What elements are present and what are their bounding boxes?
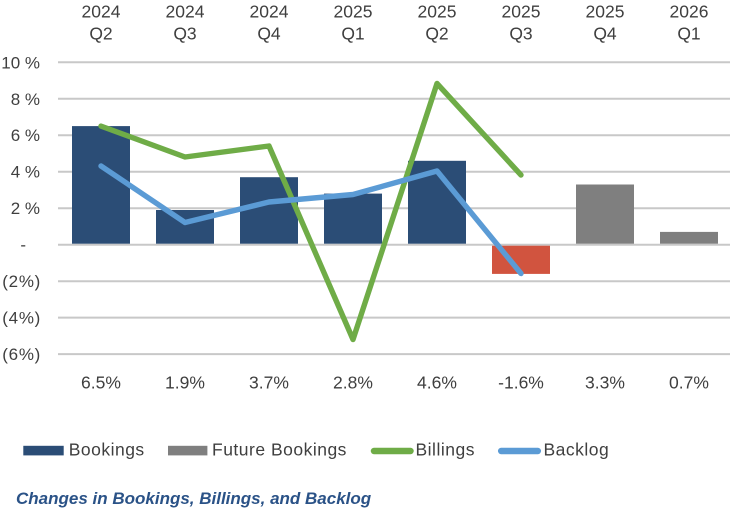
svg-text:Q3: Q3	[173, 24, 196, 44]
svg-text:-: -	[20, 236, 26, 255]
svg-text:Billings: Billings	[416, 440, 475, 460]
svg-text:10 %: 10 %	[1, 53, 40, 72]
svg-text:-1.6%: -1.6%	[498, 373, 544, 393]
svg-text:(4%): (4%)	[2, 309, 41, 328]
svg-text:2026: 2026	[670, 2, 709, 22]
svg-text:3.3%: 3.3%	[585, 373, 625, 393]
svg-text:2025: 2025	[586, 2, 625, 22]
svg-text:Q1: Q1	[677, 24, 700, 44]
svg-text:Backlog: Backlog	[544, 440, 610, 460]
svg-text:(6%): (6%)	[2, 345, 41, 364]
svg-text:2025: 2025	[502, 2, 541, 22]
svg-text:2024: 2024	[250, 2, 289, 22]
svg-text:(2%): (2%)	[2, 272, 41, 291]
svg-text:Q1: Q1	[341, 24, 364, 44]
svg-text:8 %: 8 %	[11, 90, 40, 109]
svg-text:2 %: 2 %	[11, 199, 40, 218]
svg-text:2025: 2025	[418, 2, 457, 22]
svg-text:3.7%: 3.7%	[249, 373, 289, 393]
svg-text:2.8%: 2.8%	[333, 373, 373, 393]
svg-text:4 %: 4 %	[11, 163, 40, 182]
svg-text:6.5%: 6.5%	[81, 373, 121, 393]
svg-text:2025: 2025	[334, 2, 373, 22]
svg-text:2024: 2024	[82, 2, 121, 22]
svg-text:2024: 2024	[166, 2, 205, 22]
svg-text:Q2: Q2	[425, 24, 448, 44]
svg-text:1.9%: 1.9%	[165, 373, 205, 393]
svg-text:Q4: Q4	[593, 24, 617, 44]
svg-text:Q4: Q4	[257, 24, 281, 44]
svg-text:0.7%: 0.7%	[669, 373, 709, 393]
svg-text:Future Bookings: Future Bookings	[212, 440, 347, 460]
svg-text:Bookings: Bookings	[69, 440, 145, 460]
svg-text:6 %: 6 %	[11, 126, 40, 145]
svg-text:4.6%: 4.6%	[417, 373, 457, 393]
svg-text:Changes in Bookings, Billings,: Changes in Bookings, Billings, and Backl…	[16, 489, 372, 508]
svg-text:Q2: Q2	[89, 24, 112, 44]
svg-text:Q3: Q3	[509, 24, 532, 44]
